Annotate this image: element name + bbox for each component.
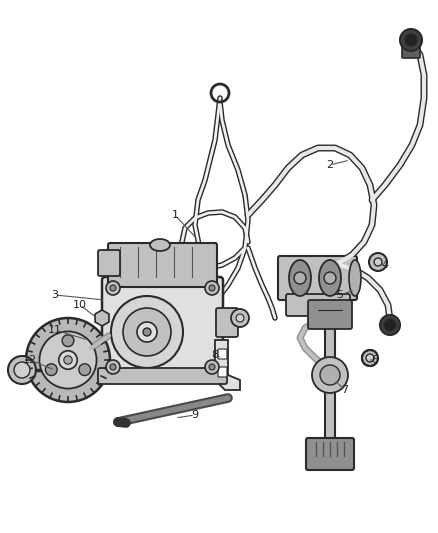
- Circle shape: [312, 357, 348, 393]
- Circle shape: [46, 364, 57, 376]
- FancyBboxPatch shape: [286, 294, 350, 316]
- Circle shape: [209, 364, 215, 370]
- Text: 3: 3: [52, 290, 59, 300]
- FancyBboxPatch shape: [325, 319, 335, 461]
- Circle shape: [26, 318, 110, 402]
- Circle shape: [106, 281, 120, 295]
- Circle shape: [369, 253, 387, 271]
- Circle shape: [106, 360, 120, 374]
- FancyBboxPatch shape: [98, 368, 227, 384]
- Circle shape: [231, 309, 249, 327]
- Text: 4: 4: [381, 260, 389, 270]
- Circle shape: [79, 364, 91, 376]
- Circle shape: [111, 296, 183, 368]
- Text: 12: 12: [23, 355, 37, 365]
- Circle shape: [294, 272, 306, 284]
- Circle shape: [405, 34, 417, 46]
- Circle shape: [374, 258, 382, 266]
- FancyBboxPatch shape: [402, 44, 420, 58]
- Ellipse shape: [289, 260, 311, 296]
- FancyBboxPatch shape: [98, 250, 120, 276]
- Circle shape: [320, 365, 340, 385]
- FancyBboxPatch shape: [108, 243, 217, 287]
- Text: 10: 10: [73, 300, 87, 310]
- Circle shape: [205, 360, 219, 374]
- Circle shape: [324, 272, 336, 284]
- Circle shape: [380, 315, 400, 335]
- Text: 9: 9: [191, 410, 198, 420]
- FancyBboxPatch shape: [306, 438, 354, 470]
- FancyBboxPatch shape: [308, 300, 352, 329]
- Text: 11: 11: [48, 325, 62, 335]
- Ellipse shape: [319, 260, 341, 296]
- Text: 6: 6: [371, 355, 378, 365]
- FancyBboxPatch shape: [218, 367, 227, 377]
- FancyBboxPatch shape: [216, 308, 238, 337]
- FancyBboxPatch shape: [278, 256, 357, 300]
- Text: 5: 5: [336, 290, 343, 300]
- Circle shape: [110, 285, 116, 291]
- Circle shape: [39, 332, 96, 389]
- Circle shape: [384, 319, 396, 331]
- Circle shape: [137, 322, 157, 342]
- Circle shape: [8, 356, 36, 384]
- Text: 7: 7: [342, 385, 349, 395]
- Circle shape: [62, 335, 74, 346]
- Circle shape: [362, 350, 378, 366]
- Circle shape: [123, 308, 171, 356]
- Polygon shape: [95, 310, 109, 326]
- Polygon shape: [215, 340, 240, 390]
- Circle shape: [205, 281, 219, 295]
- Text: 8: 8: [212, 350, 219, 360]
- Circle shape: [14, 362, 30, 378]
- Circle shape: [143, 328, 151, 336]
- Circle shape: [59, 351, 77, 369]
- Text: 2: 2: [326, 160, 334, 170]
- Ellipse shape: [349, 260, 361, 296]
- Circle shape: [400, 29, 422, 51]
- Circle shape: [64, 356, 72, 364]
- FancyBboxPatch shape: [102, 277, 223, 378]
- Circle shape: [366, 354, 374, 362]
- Ellipse shape: [150, 239, 170, 251]
- FancyBboxPatch shape: [218, 349, 227, 359]
- Circle shape: [209, 285, 215, 291]
- Circle shape: [110, 364, 116, 370]
- Circle shape: [236, 314, 244, 322]
- Text: 1: 1: [172, 210, 179, 220]
